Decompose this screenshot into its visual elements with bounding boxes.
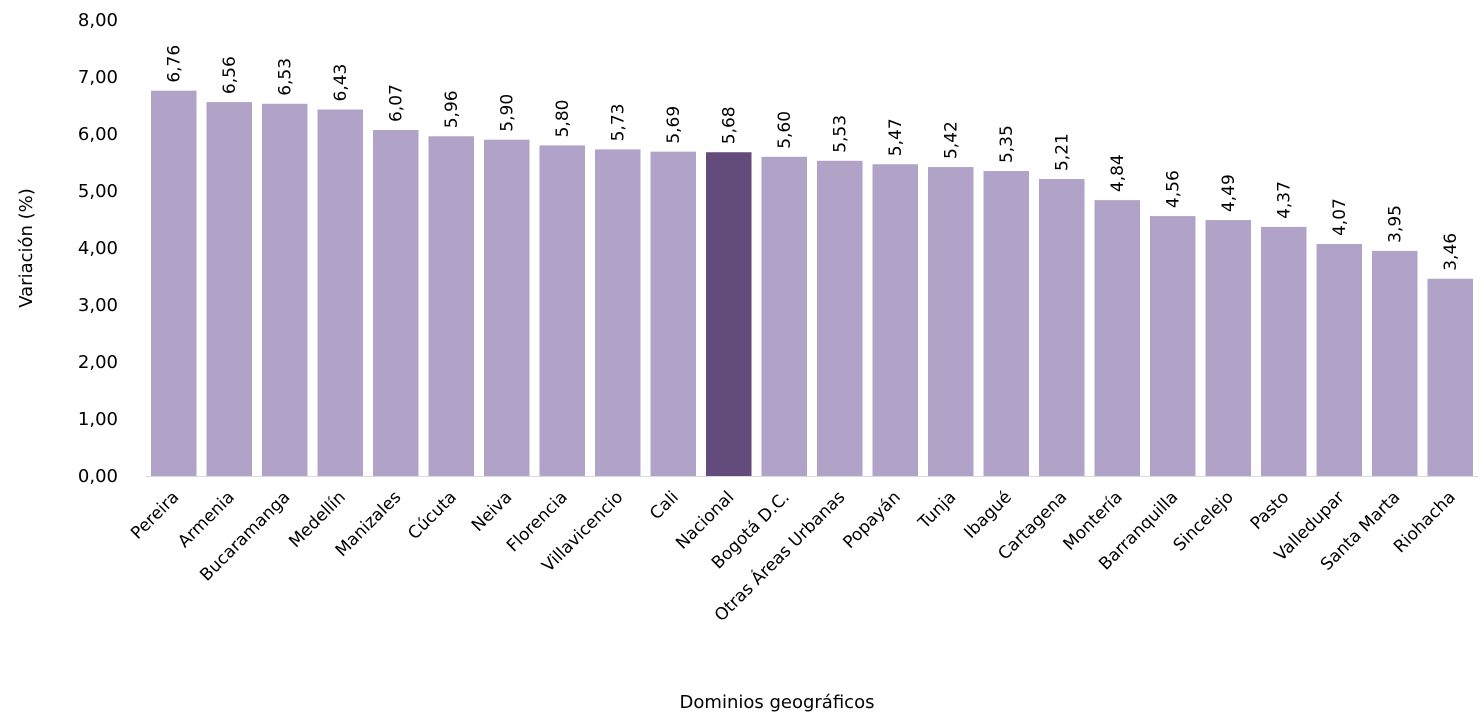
bar [1205, 220, 1252, 476]
bar [1149, 216, 1196, 476]
bar [1316, 244, 1363, 476]
bar [705, 152, 752, 477]
bar [483, 139, 530, 476]
bar [872, 164, 919, 476]
data-label: 5,21 [1053, 133, 1073, 171]
bar [261, 103, 308, 476]
y-tick-label: 5,00 [78, 181, 118, 202]
y-axis-ticks: 0,00 1,00 2,00 3,00 4,00 5,00 6,00 7,00 8,00 [78, 10, 118, 487]
data-label: 4,56 [1164, 170, 1184, 208]
bar [650, 151, 697, 477]
bar [983, 171, 1030, 477]
bar [1371, 250, 1418, 476]
data-label: 4,07 [1330, 198, 1350, 236]
data-labels: 6,76 6,56 6,53 6,43 6,07 5,96 5,90 5,80 5,73 5,69… [165, 45, 1462, 271]
data-label: 4,49 [1219, 174, 1239, 212]
bar [150, 90, 197, 477]
x-axis-title: Dominios geográficos [680, 692, 875, 713]
data-label: 5,60 [775, 111, 795, 149]
bar [594, 149, 641, 476]
data-label: 5,73 [609, 104, 629, 142]
category-labels: PereiraArmeniaBucaramangaMedellínManizal… [127, 486, 1460, 626]
bar [206, 102, 253, 476]
x-tick-label: Neiva [468, 487, 516, 535]
y-tick-label: 6,00 [78, 124, 118, 145]
y-tick-label: 2,00 [78, 352, 118, 373]
bar [539, 145, 586, 476]
data-label: 6,53 [276, 58, 296, 96]
bar [372, 130, 419, 476]
x-tick-label: Cúcuta [404, 487, 460, 543]
x-tick-label: Sincelejo [1170, 487, 1238, 555]
bar [428, 136, 475, 476]
x-tick-label: Pasto [1247, 487, 1294, 534]
data-label: 4,37 [1275, 181, 1295, 219]
y-tick-label: 1,00 [78, 409, 118, 430]
y-tick-label: 7,00 [78, 67, 118, 88]
data-label: 5,35 [997, 125, 1017, 163]
y-tick-label: 0,00 [78, 466, 118, 487]
data-label: 3,46 [1441, 233, 1461, 271]
bar [1094, 200, 1141, 476]
x-tick-label: Ibagué [960, 487, 1015, 542]
bar [761, 156, 808, 477]
y-axis-title: Variación (%) [16, 188, 37, 308]
data-label: 5,42 [942, 121, 962, 159]
data-label: 5,80 [553, 100, 573, 138]
data-label: 6,56 [220, 56, 240, 94]
x-tick-label: Tunja [914, 487, 960, 533]
y-tick-label: 4,00 [78, 238, 118, 259]
data-label: 6,76 [165, 45, 185, 83]
data-label: 6,43 [331, 64, 351, 102]
y-tick-label: 8,00 [78, 10, 118, 31]
x-tick-label: Pereira [127, 487, 183, 543]
bar [1260, 226, 1307, 476]
data-label: 3,95 [1386, 205, 1406, 243]
bar [1427, 278, 1474, 476]
x-tick-label: Cali [646, 487, 683, 524]
y-tick-label: 3,00 [78, 295, 118, 316]
x-tick-label: Popayán [839, 487, 904, 552]
bars [150, 90, 1474, 477]
bar [317, 109, 364, 477]
data-label: 5,53 [831, 115, 851, 153]
data-label: 6,07 [387, 84, 407, 122]
data-label: 5,96 [442, 90, 462, 128]
bar [816, 160, 863, 477]
data-label: 5,68 [720, 106, 740, 144]
data-label: 5,47 [886, 118, 906, 156]
bar [1038, 179, 1085, 476]
data-label: 5,90 [498, 94, 518, 132]
data-label: 5,69 [664, 106, 684, 144]
data-label: 4,84 [1108, 154, 1128, 192]
bar [927, 167, 974, 476]
